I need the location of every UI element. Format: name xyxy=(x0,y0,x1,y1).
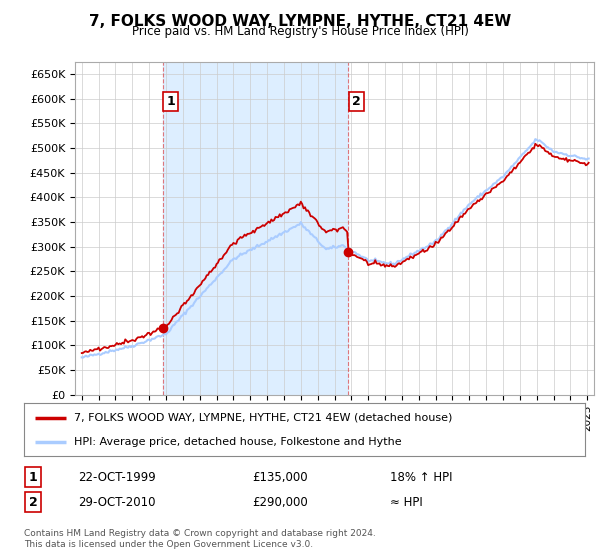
Text: Price paid vs. HM Land Registry's House Price Index (HPI): Price paid vs. HM Land Registry's House … xyxy=(131,25,469,38)
Text: ≈ HPI: ≈ HPI xyxy=(390,496,423,509)
Text: 18% ↑ HPI: 18% ↑ HPI xyxy=(390,470,452,484)
Text: 1: 1 xyxy=(166,95,175,108)
Text: £290,000: £290,000 xyxy=(252,496,308,509)
Bar xyxy=(163,62,349,395)
Text: 22-OCT-1999: 22-OCT-1999 xyxy=(78,470,156,484)
Text: Contains HM Land Registry data © Crown copyright and database right 2024.
This d: Contains HM Land Registry data © Crown c… xyxy=(24,529,376,549)
Text: 1: 1 xyxy=(29,470,37,484)
Text: 2: 2 xyxy=(29,496,37,509)
Text: 2: 2 xyxy=(352,95,361,108)
Text: 29-OCT-2010: 29-OCT-2010 xyxy=(78,496,155,509)
Text: 7, FOLKS WOOD WAY, LYMPNE, HYTHE, CT21 4EW: 7, FOLKS WOOD WAY, LYMPNE, HYTHE, CT21 4… xyxy=(89,14,511,29)
Text: £135,000: £135,000 xyxy=(252,470,308,484)
Text: 7, FOLKS WOOD WAY, LYMPNE, HYTHE, CT21 4EW (detached house): 7, FOLKS WOOD WAY, LYMPNE, HYTHE, CT21 4… xyxy=(74,413,453,423)
Text: HPI: Average price, detached house, Folkestone and Hythe: HPI: Average price, detached house, Folk… xyxy=(74,437,402,447)
